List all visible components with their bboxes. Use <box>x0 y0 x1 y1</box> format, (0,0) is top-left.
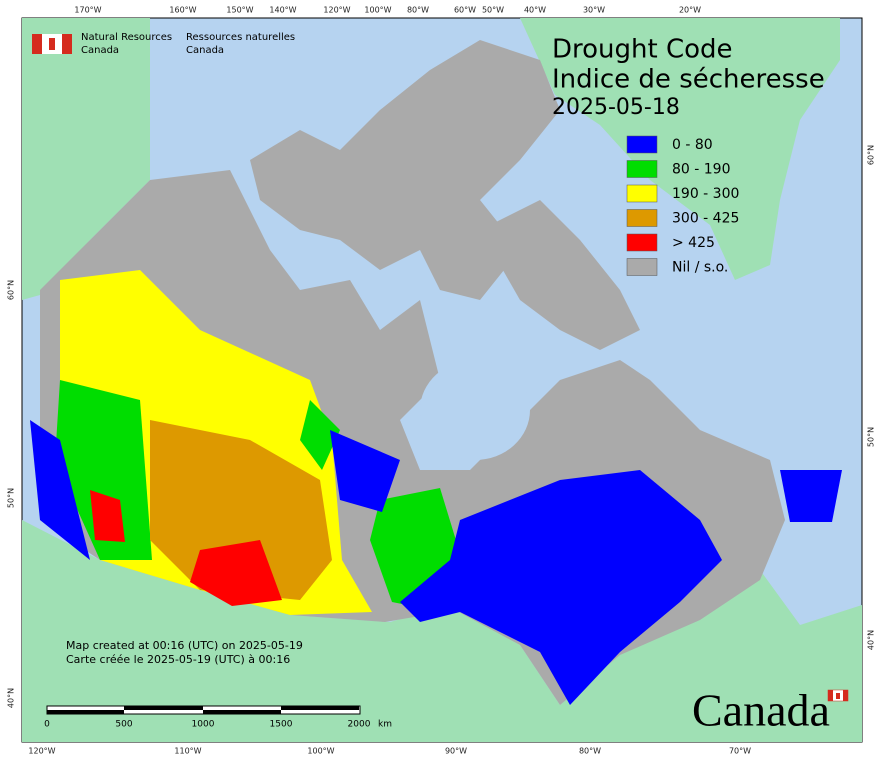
graticule-label: 100°W <box>307 747 334 756</box>
legend-label: 80 - 190 <box>672 162 731 178</box>
legend-label: 300 - 425 <box>672 211 739 227</box>
graticule-label: 40°W <box>524 6 546 15</box>
graticule-label: 120°W <box>323 6 350 15</box>
graticule-label: 170°W <box>74 6 101 15</box>
date: 2025-05-18 <box>552 95 680 120</box>
alaska <box>22 18 150 300</box>
graticule-label: 60°N <box>7 280 16 300</box>
wordmark-flag-bar <box>828 690 833 701</box>
zone-green-west <box>55 380 152 560</box>
title: Drought Code <box>552 35 733 65</box>
greenland <box>520 18 840 280</box>
zone-blue-east <box>400 470 722 705</box>
wordmark-flag-leaf <box>836 693 840 699</box>
wordmark: Canada <box>692 685 830 736</box>
legend-swatch <box>626 258 658 276</box>
graticule-label: 20°W <box>679 6 701 15</box>
scale-segment <box>47 710 124 714</box>
graticule-label: 50°N <box>7 488 16 508</box>
wordmark-flag-bar <box>843 690 848 701</box>
zone-red-bc <box>90 490 125 542</box>
usa <box>22 520 862 742</box>
baffin-island <box>480 200 640 350</box>
zone-green-sk <box>300 400 340 470</box>
graticule-label: 40°N <box>7 688 16 708</box>
zone-orange <box>150 420 332 600</box>
graticule-label: 50°W <box>482 6 504 15</box>
legend-swatch <box>626 209 658 227</box>
graticule-label: 80°W <box>407 6 429 15</box>
scale-label: 500 <box>115 720 132 730</box>
legend-swatch <box>626 233 658 252</box>
nrcan-flag-bar <box>32 34 42 54</box>
agency-fr: Canada <box>186 45 224 56</box>
legend-label: > 425 <box>672 235 715 251</box>
arctic-islands <box>250 40 560 300</box>
legend-swatch <box>626 184 658 203</box>
zone-red <box>190 540 282 606</box>
agency-en: Natural Resources <box>81 32 172 43</box>
nrcan-flag-bar <box>62 34 72 54</box>
credit: Map created at 00:16 (UTC) on 2025-05-19 <box>66 639 303 652</box>
legend-swatch <box>626 135 658 154</box>
graticule-label: 150°W <box>226 6 253 15</box>
graticule-label: 80°W <box>579 747 601 756</box>
graticule-label: 140°W <box>269 6 296 15</box>
graticule-label: 60°W <box>454 6 476 15</box>
scale-segment <box>281 706 359 710</box>
graticule-label: 120°W <box>28 747 55 756</box>
credit: Carte créée le 2025-05-19 (UTC) à 00:16 <box>66 653 290 666</box>
graticule-label: 70°W <box>729 747 751 756</box>
legend-label: Nil / s.o. <box>672 260 728 276</box>
scale-segment <box>203 710 281 714</box>
graticule-label: 30°W <box>583 6 605 15</box>
legend-swatch <box>626 160 658 178</box>
legend-label: 190 - 300 <box>672 186 739 202</box>
graticule-label: 100°W <box>364 6 391 15</box>
graticule-label: 110°W <box>174 747 201 756</box>
scale-segment <box>124 706 203 710</box>
graticule-label: 90°W <box>445 747 467 756</box>
graticule-label: 40°N <box>867 630 876 650</box>
scale-unit: km <box>378 720 392 730</box>
title-fr: Indice de sécheresse <box>552 65 825 95</box>
graticule-label: 50°N <box>867 427 876 447</box>
zone-blue-bc <box>30 420 90 560</box>
nrcan-flag-leaf <box>49 38 55 50</box>
graticule-label: 160°W <box>169 6 196 15</box>
agency-en: Canada <box>81 45 119 56</box>
scale-label: 1000 <box>192 720 215 730</box>
graticule-label: 60°N <box>867 145 876 165</box>
scale-label: 0 <box>44 720 50 730</box>
agency-fr: Ressources naturelles <box>186 32 295 43</box>
scale-label: 2000 <box>348 720 371 730</box>
legend-label: 0 - 80 <box>672 137 713 153</box>
scale-label: 1500 <box>270 720 293 730</box>
zone-blue-nl <box>780 470 842 522</box>
hudson-bay <box>420 360 530 460</box>
zone-blue-mb <box>330 430 400 512</box>
